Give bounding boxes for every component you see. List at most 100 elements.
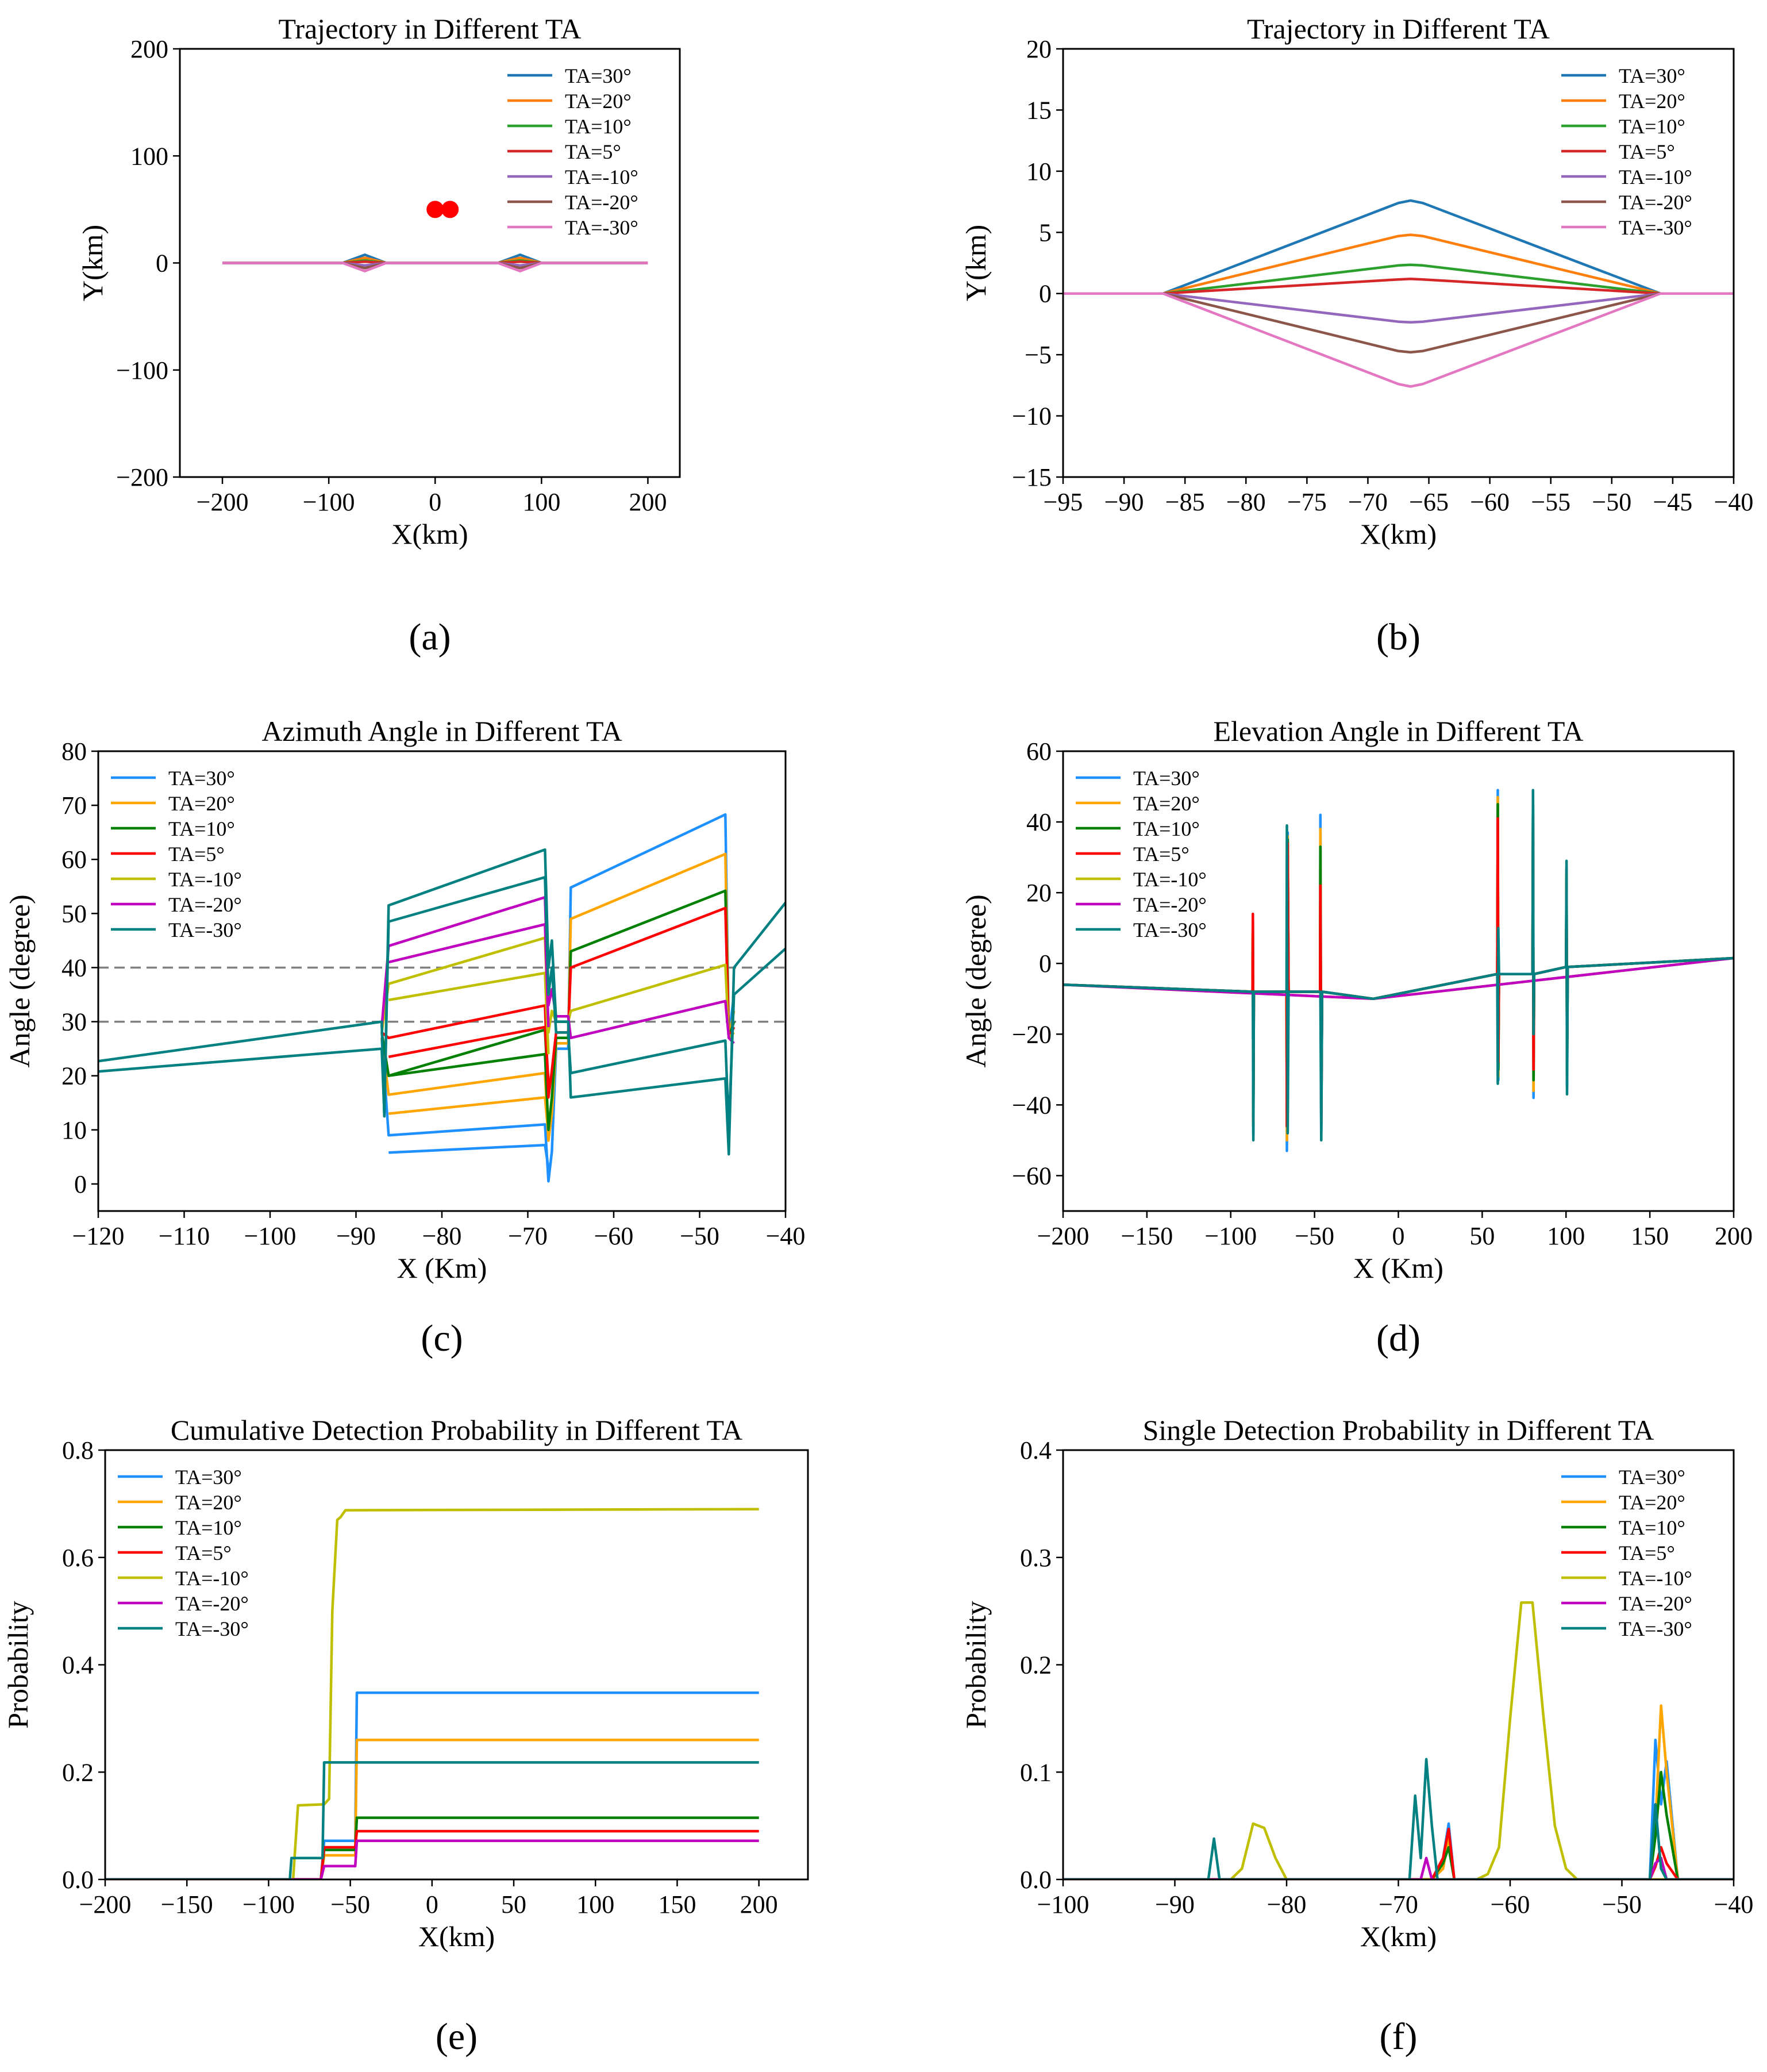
x-tick-label: 200 xyxy=(629,488,667,516)
x-tick-label: −40 xyxy=(1714,488,1754,516)
x-tick-label: −55 xyxy=(1531,488,1570,516)
y-tick-label: 0.0 xyxy=(1020,1866,1052,1894)
x-tick-label: 100 xyxy=(522,488,560,516)
x-axis-label: X(km) xyxy=(391,518,468,550)
series-line xyxy=(222,262,648,272)
y-tick-label: −40 xyxy=(1012,1091,1052,1119)
chart-title: Trajectory in Different TA xyxy=(279,13,582,45)
panel-label: (f) xyxy=(1380,2016,1418,2058)
x-tick-label: −90 xyxy=(1155,1890,1195,1919)
y-tick-label: 0.4 xyxy=(62,1651,94,1679)
x-tick-label: −60 xyxy=(594,1222,634,1250)
y-tick-label: −15 xyxy=(1012,463,1052,491)
x-tick-label: −200 xyxy=(1037,1222,1090,1250)
y-tick-label: 0 xyxy=(156,249,168,278)
x-axis-label: X(km) xyxy=(418,1920,495,1952)
y-tick-label: 0.8 xyxy=(62,1436,94,1464)
x-tick-label: −70 xyxy=(1379,1890,1418,1919)
legend: TA=30°TA=20°TA=10°TA=5°TA=-10°TA=-20°TA=… xyxy=(1561,1466,1692,1640)
y-tick-label: 15 xyxy=(1026,96,1052,124)
series-line xyxy=(1063,1758,1734,1879)
series-line xyxy=(105,1691,759,1879)
legend-label: TA=5° xyxy=(1619,1541,1675,1564)
legend-label: TA=-20° xyxy=(168,893,242,916)
plot-frame xyxy=(97,750,787,1212)
legend-label: TA=-10° xyxy=(565,166,638,189)
x-axis-label: X (Km) xyxy=(1353,1252,1443,1284)
plot-frame xyxy=(179,48,681,478)
site-marker xyxy=(426,201,444,218)
y-tick-label: 0 xyxy=(1039,280,1052,308)
y-axis-label: Y(km) xyxy=(960,225,992,301)
series-line xyxy=(98,876,786,1132)
y-axis-label: Angle (degree) xyxy=(960,894,992,1067)
legend-label: TA=30° xyxy=(1133,767,1200,790)
y-tick-label: 200 xyxy=(130,35,168,63)
x-tick-label: −85 xyxy=(1165,488,1205,516)
plot-frame xyxy=(1062,1449,1735,1881)
legend-label: TA=5° xyxy=(1619,140,1675,163)
legend-label: TA=-20° xyxy=(1619,1592,1692,1615)
panel-label: (c) xyxy=(421,1317,463,1359)
plot-frame xyxy=(104,1449,809,1881)
y-tick-label: 0.2 xyxy=(62,1758,94,1786)
y-tick-label: 80 xyxy=(61,737,87,766)
y-tick-label: 20 xyxy=(1026,35,1052,63)
legend-label: TA=10° xyxy=(1619,115,1685,138)
series-line xyxy=(1063,292,1734,324)
x-tick-label: −40 xyxy=(1714,1890,1754,1919)
series-line xyxy=(380,813,736,1183)
panel-label: (d) xyxy=(1376,1317,1420,1359)
y-tick-label: 0.4 xyxy=(1020,1436,1052,1464)
legend-label: TA=-10° xyxy=(1619,166,1692,189)
series-line xyxy=(105,1761,759,1879)
y-axis-label: Probability xyxy=(960,1601,992,1728)
x-tick-label: 0 xyxy=(429,488,441,516)
chart-title: Trajectory in Different TA xyxy=(1247,13,1550,45)
series-line xyxy=(1063,1856,1734,1879)
legend: TA=30°TA=20°TA=10°TA=5°TA=-10°TA=-20°TA=… xyxy=(507,64,638,239)
chart-title: Cumulative Detection Probability in Diff… xyxy=(171,1414,742,1446)
y-tick-label: 0 xyxy=(1039,949,1052,978)
legend-label: TA=-20° xyxy=(1133,893,1207,916)
y-tick-label: 40 xyxy=(61,954,87,982)
panel-label: (b) xyxy=(1376,616,1420,658)
chart-title: Azimuth Angle in Different TA xyxy=(261,715,622,747)
y-axis-label: Angle (degree) xyxy=(3,894,36,1067)
legend-label: TA=-20° xyxy=(565,191,638,214)
x-tick-label: −100 xyxy=(244,1222,297,1250)
x-tick-label: −70 xyxy=(1348,488,1388,516)
legend-label: TA=30° xyxy=(1619,64,1685,87)
y-tick-label: 0 xyxy=(74,1170,87,1198)
x-tick-label: −75 xyxy=(1287,488,1327,516)
x-tick-label: −60 xyxy=(1491,1890,1530,1919)
x-tick-label: −40 xyxy=(766,1222,806,1250)
panel-label: (e) xyxy=(436,2016,478,2058)
legend: TA=30°TA=20°TA=10°TA=5°TA=-10°TA=-20°TA=… xyxy=(1561,64,1692,239)
legend-label: TA=-30° xyxy=(1619,1617,1692,1640)
series-line xyxy=(388,1025,550,1082)
legend-label: TA=5° xyxy=(168,843,225,866)
x-tick-label: −60 xyxy=(1470,488,1510,516)
legend-label: TA=10° xyxy=(175,1516,242,1539)
chart-a: Trajectory in Different TA X(km) Y(km) −200… xyxy=(76,13,681,550)
x-tick-label: 0 xyxy=(1392,1222,1405,1250)
x-tick-label: −100 xyxy=(1204,1222,1257,1250)
x-axis-label: X(km) xyxy=(1360,518,1437,550)
series-line xyxy=(1063,1771,1734,1879)
series-line xyxy=(380,852,736,1142)
series-line xyxy=(105,1508,759,1879)
series-line xyxy=(1063,1601,1734,1879)
y-tick-label: 0.6 xyxy=(62,1544,94,1572)
x-tick-label: 150 xyxy=(1631,1222,1669,1250)
x-axis-label: X(km) xyxy=(1360,1920,1437,1952)
y-tick-label: 30 xyxy=(61,1008,87,1036)
legend-label: TA=10° xyxy=(1619,1516,1685,1539)
x-tick-label: 200 xyxy=(1715,1222,1753,1250)
legend-label: TA=30° xyxy=(175,1466,242,1489)
series-line xyxy=(105,1738,759,1879)
legend: TA=30°TA=20°TA=10°TA=5°TA=-10°TA=-20°TA=… xyxy=(118,1466,249,1640)
chart-c: Azimuth Angle in Different TA X (Km) Angle… xyxy=(3,715,805,1284)
legend-label: TA=-30° xyxy=(1133,918,1207,941)
